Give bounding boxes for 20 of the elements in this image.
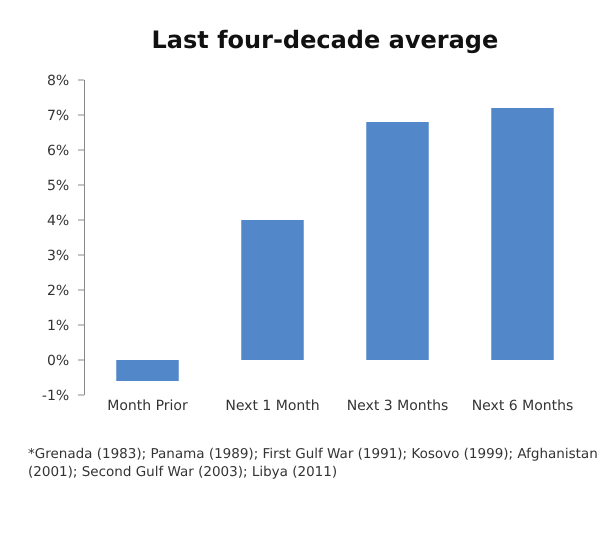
y-tick-label: 1% — [46, 318, 70, 334]
x-tick-label: Month Prior — [107, 398, 188, 414]
x-tick-label: Next 1 Month — [225, 398, 320, 414]
y-tick-label: 0% — [46, 352, 70, 369]
y-tick-label: 8% — [46, 72, 70, 89]
x-tick-label: Next 6 Months — [472, 398, 574, 414]
bar — [491, 108, 554, 360]
chart-title: Last four-decade average — [152, 26, 498, 54]
x-tick-label: Next 3 Months — [346, 398, 448, 414]
bar — [116, 360, 179, 381]
bar — [366, 122, 429, 360]
y-tick-label: 3% — [46, 248, 70, 264]
y-tick-label: 5% — [46, 178, 70, 194]
y-tick-label: 7% — [46, 108, 70, 124]
y-tick-label: 2% — [46, 282, 70, 299]
y-tick-label: 4% — [46, 212, 70, 229]
text: *Grenada (1983); Panama (1989); First Gulf War (1991); Kosovo (1999); Afghanistan (2001); Second Gulf War (2003); Libya (2011) — [28, 445, 598, 482]
bar — [241, 220, 304, 360]
y-tick-label: 6% — [46, 142, 70, 159]
y-tick-label: -1% — [42, 388, 70, 404]
